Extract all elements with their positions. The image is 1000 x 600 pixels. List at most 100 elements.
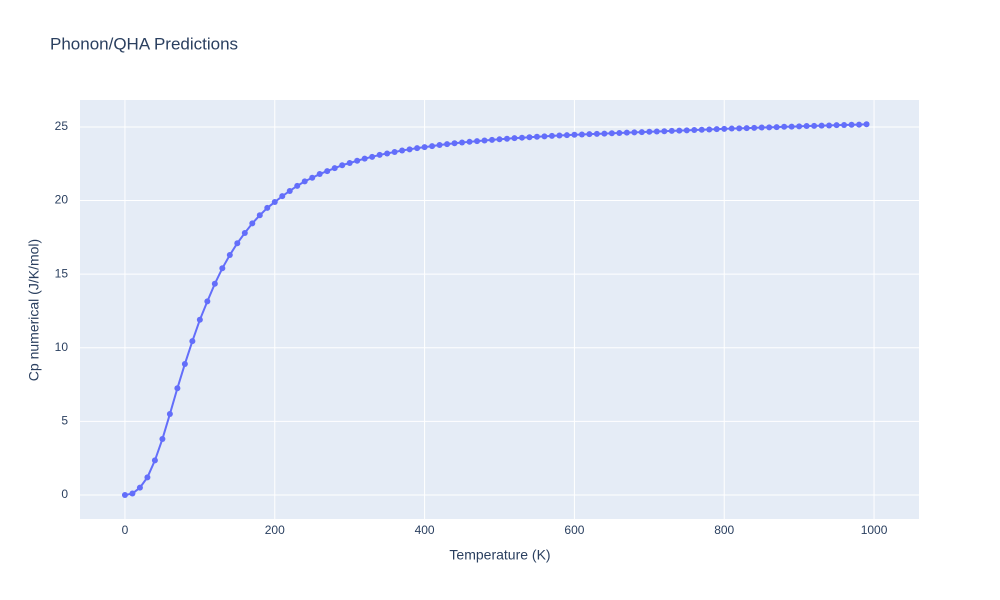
- y-tick-label: 0: [61, 487, 68, 501]
- marker: [736, 125, 743, 132]
- marker: [616, 129, 623, 136]
- y-tick-label: 10: [55, 340, 69, 354]
- marker: [144, 474, 151, 481]
- marker: [264, 204, 271, 211]
- marker: [391, 148, 398, 155]
- y-tick-label: 5: [61, 414, 68, 428]
- marker: [533, 133, 540, 140]
- marker: [818, 122, 825, 129]
- marker: [698, 126, 705, 133]
- marker: [196, 316, 203, 323]
- marker: [226, 252, 233, 259]
- marker: [339, 162, 346, 169]
- marker: [174, 385, 181, 392]
- marker: [204, 298, 211, 305]
- marker: [796, 123, 803, 130]
- y-tick-label: 15: [55, 266, 69, 280]
- marker: [751, 124, 758, 131]
- x-tick-label: 1000: [861, 523, 888, 537]
- marker: [826, 122, 833, 129]
- marker: [608, 130, 615, 137]
- marker: [511, 135, 518, 142]
- plot-area: [80, 100, 919, 519]
- marker: [481, 137, 488, 144]
- marker: [766, 124, 773, 131]
- x-tick-label: 600: [564, 523, 584, 537]
- marker: [346, 160, 353, 167]
- marker: [721, 125, 728, 132]
- marker: [451, 140, 458, 147]
- marker: [758, 124, 765, 131]
- marker: [354, 157, 361, 164]
- marker: [309, 174, 316, 181]
- marker: [384, 150, 391, 157]
- marker: [541, 133, 548, 140]
- marker: [856, 121, 863, 128]
- marker: [586, 131, 593, 138]
- marker: [781, 123, 788, 130]
- y-tick-label: 20: [55, 193, 69, 207]
- marker: [129, 490, 136, 497]
- marker: [271, 199, 278, 206]
- marker: [623, 129, 630, 136]
- marker: [638, 129, 645, 136]
- marker: [279, 193, 286, 200]
- marker: [518, 134, 525, 141]
- x-tick-label: 400: [415, 523, 435, 537]
- marker: [136, 484, 143, 491]
- marker: [548, 132, 555, 139]
- marker: [503, 135, 510, 142]
- marker: [578, 131, 585, 138]
- line: [124, 123, 867, 496]
- y-tick-label: 25: [55, 119, 69, 133]
- marker: [713, 126, 720, 133]
- marker: [466, 138, 473, 145]
- marker: [601, 130, 608, 137]
- y-axis-label: Cp numerical (J/K/mol): [26, 239, 42, 381]
- marker: [788, 123, 795, 130]
- marker: [668, 127, 675, 134]
- marker: [376, 151, 383, 158]
- marker: [631, 129, 638, 136]
- chart-title: Phonon/QHA Predictions: [50, 34, 238, 53]
- marker: [841, 122, 848, 129]
- marker: [459, 139, 466, 146]
- marker: [646, 128, 653, 135]
- marker: [661, 128, 668, 135]
- marker: [421, 144, 428, 151]
- marker: [436, 142, 443, 149]
- marker: [563, 132, 570, 139]
- marker: [294, 182, 301, 189]
- marker: [399, 147, 406, 154]
- marker: [593, 130, 600, 137]
- marker: [166, 411, 173, 418]
- marker: [406, 146, 413, 153]
- marker: [676, 127, 683, 134]
- marker: [316, 171, 323, 178]
- marker: [301, 178, 308, 185]
- x-axis-label: Temperature (K): [449, 547, 550, 563]
- marker: [249, 220, 256, 227]
- marker: [728, 125, 735, 132]
- marker: [811, 122, 818, 129]
- marker: [219, 265, 226, 272]
- marker: [241, 229, 248, 236]
- marker: [211, 280, 218, 287]
- marker: [489, 136, 496, 143]
- marker: [234, 240, 241, 247]
- marker: [369, 153, 376, 160]
- marker: [556, 132, 563, 139]
- marker: [189, 338, 196, 345]
- x-tick-label: 800: [714, 523, 734, 537]
- marker: [496, 136, 503, 143]
- x-tick-label: 200: [265, 523, 285, 537]
- marker: [429, 143, 436, 150]
- marker: [683, 127, 690, 134]
- marker: [331, 165, 338, 172]
- x-tick-label: 0: [122, 523, 129, 537]
- marker: [773, 124, 780, 131]
- marker: [474, 138, 481, 145]
- marker: [706, 126, 713, 133]
